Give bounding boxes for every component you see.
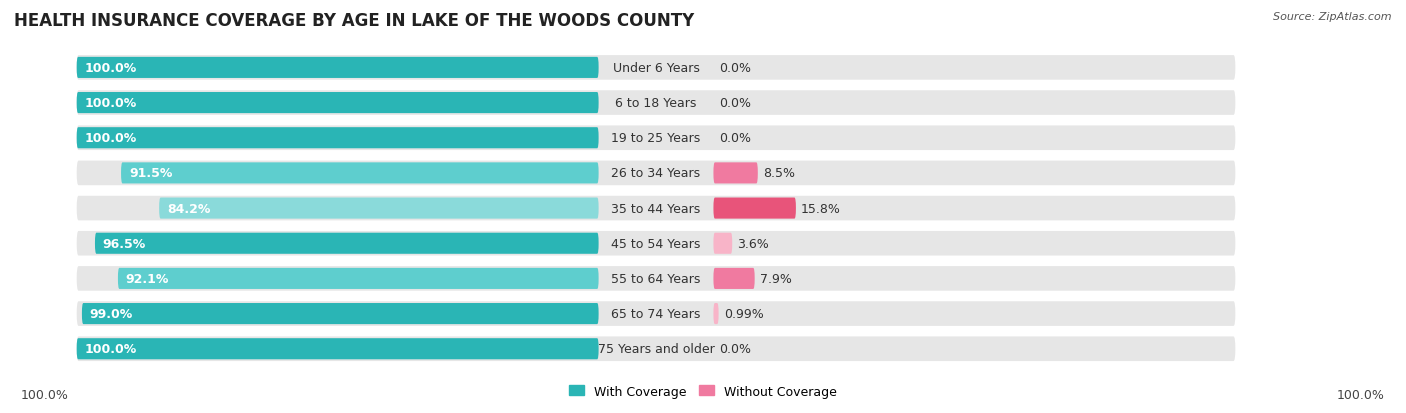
Text: 26 to 34 Years: 26 to 34 Years (612, 167, 700, 180)
Text: 0.0%: 0.0% (718, 342, 751, 355)
FancyBboxPatch shape (713, 303, 718, 324)
FancyBboxPatch shape (77, 91, 1236, 116)
FancyBboxPatch shape (77, 93, 599, 114)
Text: 96.5%: 96.5% (103, 237, 146, 250)
FancyBboxPatch shape (77, 56, 1236, 81)
FancyBboxPatch shape (713, 268, 755, 289)
FancyBboxPatch shape (713, 163, 758, 184)
Text: 100.0%: 100.0% (1337, 388, 1385, 401)
Text: 100.0%: 100.0% (84, 62, 136, 75)
FancyBboxPatch shape (96, 233, 599, 254)
Text: 7.9%: 7.9% (759, 272, 792, 285)
Text: 6 to 18 Years: 6 to 18 Years (616, 97, 697, 110)
FancyBboxPatch shape (118, 268, 599, 289)
Text: 8.5%: 8.5% (763, 167, 794, 180)
Text: 19 to 25 Years: 19 to 25 Years (612, 132, 700, 145)
FancyBboxPatch shape (77, 161, 1236, 186)
Text: 100.0%: 100.0% (84, 97, 136, 110)
Text: 0.0%: 0.0% (718, 132, 751, 145)
FancyBboxPatch shape (77, 337, 1236, 361)
FancyBboxPatch shape (77, 128, 599, 149)
FancyBboxPatch shape (82, 303, 599, 324)
FancyBboxPatch shape (713, 233, 733, 254)
FancyBboxPatch shape (77, 196, 1236, 221)
Text: 99.0%: 99.0% (90, 307, 134, 320)
FancyBboxPatch shape (77, 231, 1236, 256)
Text: 100.0%: 100.0% (84, 342, 136, 355)
FancyBboxPatch shape (77, 266, 1236, 291)
Text: 3.6%: 3.6% (738, 237, 769, 250)
FancyBboxPatch shape (159, 198, 599, 219)
Text: Source: ZipAtlas.com: Source: ZipAtlas.com (1274, 12, 1392, 22)
Text: Under 6 Years: Under 6 Years (613, 62, 699, 75)
Text: 75 Years and older: 75 Years and older (598, 342, 714, 355)
FancyBboxPatch shape (77, 301, 1236, 326)
Text: HEALTH INSURANCE COVERAGE BY AGE IN LAKE OF THE WOODS COUNTY: HEALTH INSURANCE COVERAGE BY AGE IN LAKE… (14, 12, 695, 30)
Text: 0.0%: 0.0% (718, 62, 751, 75)
Text: 100.0%: 100.0% (21, 388, 69, 401)
Text: 15.8%: 15.8% (801, 202, 841, 215)
Text: 84.2%: 84.2% (167, 202, 211, 215)
Text: 45 to 54 Years: 45 to 54 Years (612, 237, 700, 250)
FancyBboxPatch shape (121, 163, 599, 184)
Text: 100.0%: 100.0% (84, 132, 136, 145)
Text: 0.0%: 0.0% (718, 97, 751, 110)
FancyBboxPatch shape (77, 126, 1236, 151)
Text: 91.5%: 91.5% (129, 167, 173, 180)
Legend: With Coverage, Without Coverage: With Coverage, Without Coverage (564, 380, 842, 403)
FancyBboxPatch shape (713, 198, 796, 219)
FancyBboxPatch shape (77, 338, 599, 359)
Text: 65 to 74 Years: 65 to 74 Years (612, 307, 700, 320)
Text: 35 to 44 Years: 35 to 44 Years (612, 202, 700, 215)
FancyBboxPatch shape (77, 58, 599, 79)
Text: 55 to 64 Years: 55 to 64 Years (612, 272, 700, 285)
Text: 0.99%: 0.99% (724, 307, 763, 320)
Text: 92.1%: 92.1% (125, 272, 169, 285)
